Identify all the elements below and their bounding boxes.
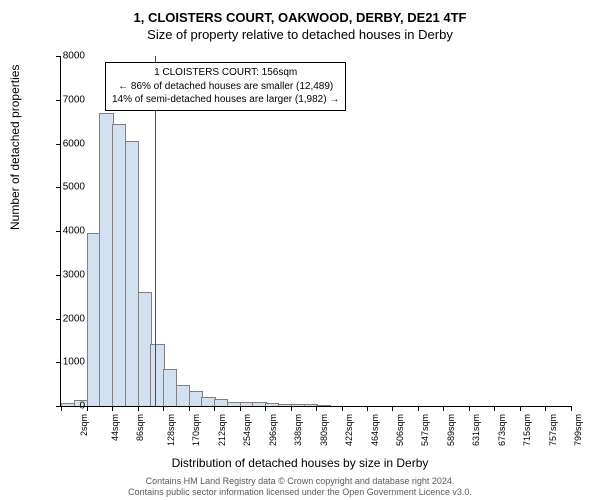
- y-tick-label: 8000: [45, 51, 85, 62]
- x-tick-label: 757sqm: [548, 414, 558, 446]
- x-tick-mark: [443, 406, 444, 411]
- x-tick-mark: [189, 406, 190, 411]
- x-tick-mark: [392, 406, 393, 411]
- y-tick-label: 1000: [45, 357, 85, 368]
- y-tick-label: 4000: [45, 226, 85, 237]
- x-tick-label: 506sqm: [395, 414, 405, 446]
- histogram-bar: [316, 405, 330, 406]
- annotation-box: 1 CLOISTERS COURT: 156sqm ← 86% of detac…: [105, 62, 346, 111]
- x-tick-label: 380sqm: [319, 414, 329, 446]
- x-tick-mark: [240, 406, 241, 411]
- x-tick-mark: [520, 406, 521, 411]
- footer-credit: Contains HM Land Registry data © Crown c…: [0, 476, 600, 499]
- annotation-line-2: ← 86% of detached houses are smaller (12…: [112, 80, 339, 94]
- y-tick-label: 5000: [45, 182, 85, 193]
- x-tick-label: 44sqm: [110, 414, 120, 441]
- y-tick-label: 6000: [45, 138, 85, 149]
- x-tick-mark: [112, 406, 113, 411]
- x-tick-label: 799sqm: [574, 414, 584, 446]
- x-tick-mark: [367, 406, 368, 411]
- x-tick-mark: [138, 406, 139, 411]
- chart-container: 1, CLOISTERS COURT, OAKWOOD, DERBY, DE21…: [0, 0, 600, 500]
- x-tick-label: 254sqm: [242, 414, 252, 446]
- chart-title-sub: Size of property relative to detached ho…: [0, 25, 600, 42]
- x-tick-label: 631sqm: [471, 414, 481, 446]
- y-tick-label: 2000: [45, 313, 85, 324]
- x-tick-label: 170sqm: [191, 414, 201, 446]
- y-tick-label: 7000: [45, 94, 85, 105]
- x-tick-label: 338sqm: [293, 414, 303, 446]
- footer-line-2: Contains public sector information licen…: [0, 487, 600, 498]
- x-tick-mark: [316, 406, 317, 411]
- x-tick-mark: [214, 406, 215, 411]
- x-tick-label: 547sqm: [420, 414, 430, 446]
- x-tick-mark: [469, 406, 470, 411]
- x-tick-label: 212sqm: [217, 414, 227, 446]
- annotation-line-3: 14% of semi-detached houses are larger (…: [112, 93, 339, 107]
- x-tick-mark: [291, 406, 292, 411]
- x-tick-mark: [418, 406, 419, 411]
- x-tick-mark: [265, 406, 266, 411]
- annotation-line-1: 1 CLOISTERS COURT: 156sqm: [112, 66, 339, 80]
- chart-title-main: 1, CLOISTERS COURT, OAKWOOD, DERBY, DE21…: [0, 0, 600, 25]
- x-tick-label: 128sqm: [166, 414, 176, 446]
- x-tick-label: 422sqm: [344, 414, 354, 446]
- x-tick-mark: [87, 406, 88, 411]
- x-tick-label: 673sqm: [497, 414, 507, 446]
- x-tick-label: 715sqm: [522, 414, 532, 446]
- x-tick-mark: [494, 406, 495, 411]
- y-tick-label: 0: [45, 401, 85, 412]
- x-tick-label: 464sqm: [370, 414, 380, 446]
- footer-line-1: Contains HM Land Registry data © Crown c…: [0, 476, 600, 487]
- y-tick-label: 3000: [45, 269, 85, 280]
- x-tick-label: 589sqm: [446, 414, 456, 446]
- x-tick-label: 2sqm: [79, 414, 89, 436]
- x-tick-label: 86sqm: [135, 414, 145, 441]
- x-axis-label: Distribution of detached houses by size …: [0, 456, 600, 470]
- y-axis-label: Number of detached properties: [8, 65, 22, 230]
- x-tick-mark: [545, 406, 546, 411]
- x-tick-mark: [571, 406, 572, 411]
- x-tick-mark: [163, 406, 164, 411]
- plot-area: 1 CLOISTERS COURT: 156sqm ← 86% of detac…: [60, 56, 571, 407]
- x-tick-mark: [342, 406, 343, 411]
- x-tick-label: 296sqm: [268, 414, 278, 446]
